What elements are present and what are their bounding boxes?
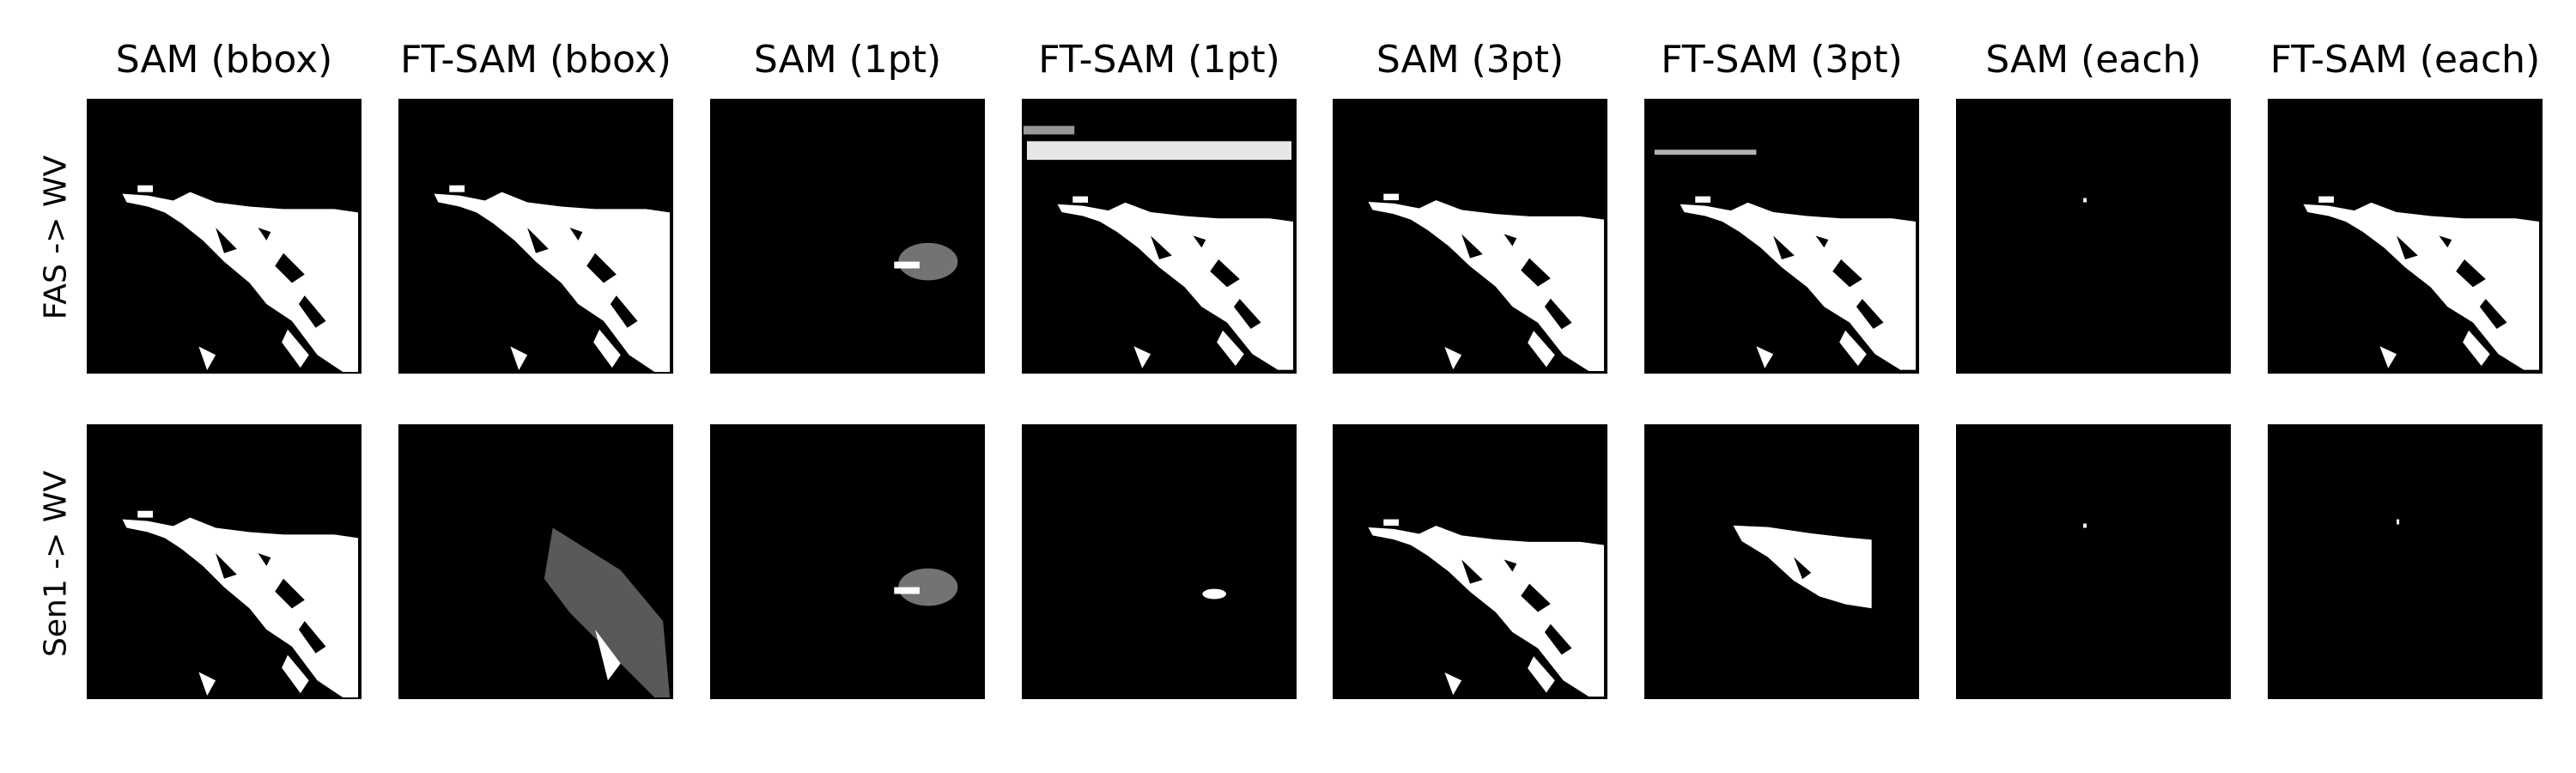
mask-panel-ft-sam-bbox bbox=[398, 99, 673, 374]
row-label: Sen1 -> WV bbox=[38, 471, 74, 657]
mask-panel-ft-sam-1pt bbox=[1022, 99, 1297, 374]
mask-panel-sam-3pt bbox=[1333, 99, 1607, 374]
column-title: FT-SAM (each) bbox=[2269, 38, 2541, 82]
mask-panel-ft-sam-3pt bbox=[1644, 99, 1919, 374]
mask-panel-sam-bbox bbox=[87, 99, 361, 374]
mask-panel-sam-bbox bbox=[87, 424, 361, 699]
mask-panel-ft-sam-bbox bbox=[398, 424, 673, 699]
mask-panel-sam-3pt bbox=[1333, 424, 1607, 699]
column-title: FT-SAM (3pt) bbox=[1661, 38, 1903, 82]
mask-panel-sam-each bbox=[1956, 99, 2231, 374]
mask-panel-sam-1pt bbox=[710, 424, 985, 699]
mask-panel-sam-1pt bbox=[710, 99, 985, 374]
column-title: SAM (bbox) bbox=[115, 38, 333, 82]
column-title: FT-SAM (1pt) bbox=[1038, 38, 1280, 82]
mask-panel-ft-sam-each bbox=[2268, 424, 2543, 699]
column-title: FT-SAM (bbox) bbox=[400, 38, 671, 82]
column-title: SAM (1pt) bbox=[753, 38, 942, 82]
mask-panel-ft-sam-1pt bbox=[1022, 424, 1297, 699]
column-title: SAM (each) bbox=[1985, 38, 2202, 82]
mask-panel-ft-sam-3pt bbox=[1644, 424, 1919, 699]
row-label: FAS -> WV bbox=[38, 155, 74, 320]
column-title: SAM (3pt) bbox=[1376, 38, 1564, 82]
mask-panel-sam-each bbox=[1956, 424, 2231, 699]
mask-panel-ft-sam-each bbox=[2268, 99, 2543, 374]
